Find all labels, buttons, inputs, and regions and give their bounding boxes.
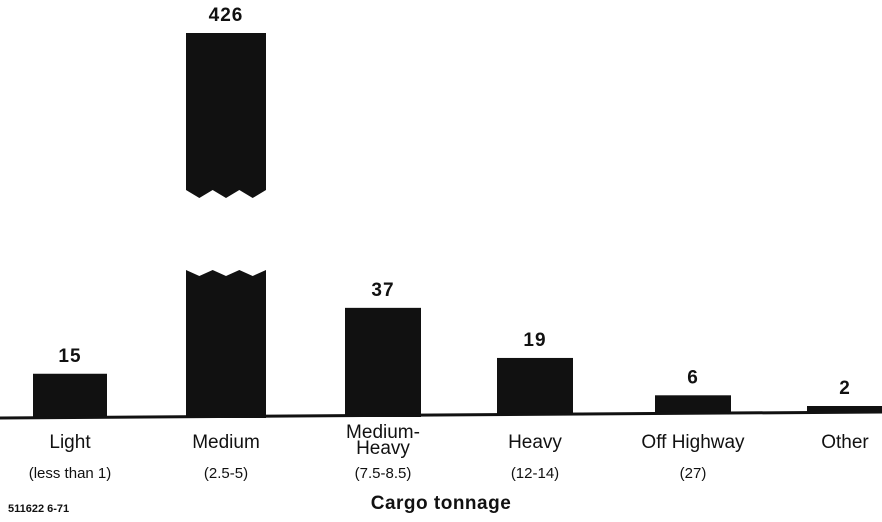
category-range-label: (12-14)	[511, 465, 559, 482]
bar-5	[655, 395, 731, 413]
baseline	[0, 410, 882, 420]
category-range-label: (2.5-5)	[204, 465, 248, 482]
bars-layer	[33, 33, 882, 418]
value-label: 15	[58, 346, 81, 367]
category-label: Off Highway	[641, 432, 745, 453]
category-label: Light	[49, 432, 91, 453]
category-label: Medium	[192, 432, 260, 453]
bar-medium-upper	[186, 33, 266, 198]
value-label: 37	[371, 280, 394, 301]
category-label: Medium-	[346, 422, 420, 443]
value-label: 2	[839, 378, 851, 399]
category-range-label: (27)	[680, 465, 707, 482]
value-label: 6	[687, 367, 699, 388]
value-label: 426	[209, 5, 244, 26]
bar-6	[807, 406, 882, 412]
category-label: Other	[821, 432, 869, 453]
bar-3	[345, 307, 421, 417]
bar-medium-lower	[186, 270, 266, 418]
value-label: 19	[523, 330, 546, 351]
labels-layer: 15 Light (less than 1) 426 Medium (2.5-5) 37 Me…	[29, 5, 870, 482]
category-label: Heavy	[508, 432, 562, 453]
category-range-label: (7.5-8.5)	[355, 465, 412, 482]
bar-1	[33, 373, 107, 418]
figure-code: 511622 6-71	[8, 503, 70, 515]
x-axis-label: Cargo tonnage	[370, 493, 512, 514]
category-range-label: (less than 1)	[29, 465, 112, 482]
category-label: Heavy	[356, 438, 410, 459]
bar-4	[497, 357, 573, 414]
